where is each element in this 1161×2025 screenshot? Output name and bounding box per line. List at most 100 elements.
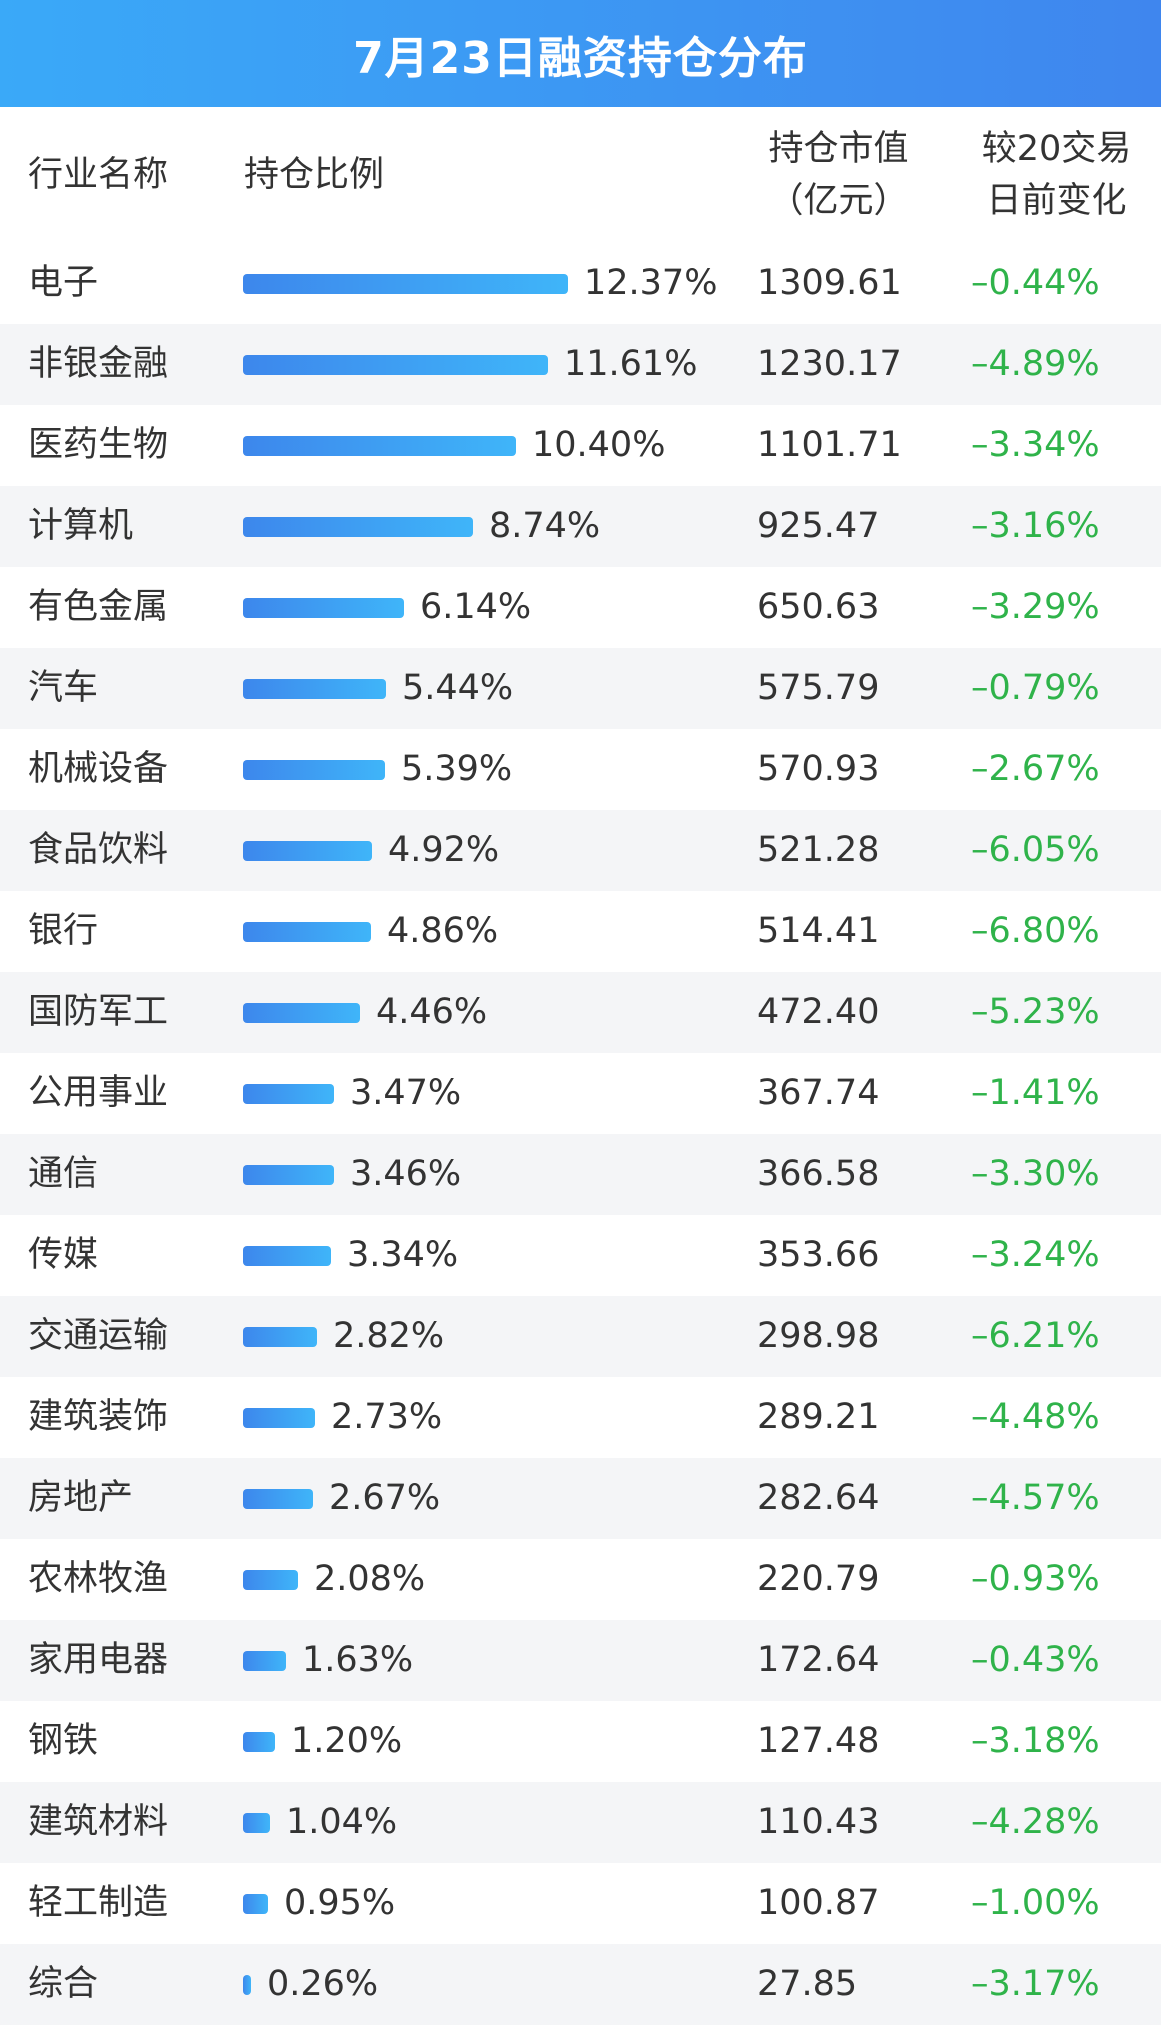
industry-name: 食品饮料: [28, 830, 169, 870]
ratio-bar: [243, 1165, 334, 1185]
ratio-bar: [243, 1894, 268, 1914]
ratio-label: 11.61%: [564, 344, 698, 384]
table-row: 农林牧渔 2.08% 220.79 –0.93%: [0, 1539, 1161, 1620]
change-value: –6.80%: [971, 911, 1100, 951]
table-row: 机械设备 5.39% 570.93 –2.67%: [0, 729, 1161, 810]
industry-name: 银行: [28, 911, 99, 951]
ratio-bar: [243, 1084, 334, 1104]
ratio-label: 4.86%: [387, 911, 499, 951]
industry-name: 轻工制造: [28, 1883, 169, 1923]
industry-name: 家用电器: [28, 1640, 169, 1680]
industry-name: 机械设备: [28, 749, 169, 789]
change-value: –3.29%: [971, 587, 1100, 627]
industry-name: 钢铁: [28, 1721, 99, 1761]
table-row: 通信 3.46% 366.58 –3.30%: [0, 1134, 1161, 1215]
change-value: –0.93%: [971, 1559, 1100, 1599]
industry-name: 建筑材料: [28, 1802, 169, 1842]
ratio-bar: [243, 274, 568, 294]
table-row: 国防军工 4.46% 472.40 –5.23%: [0, 972, 1161, 1053]
ratio-label: 1.04%: [286, 1802, 398, 1842]
header-market-value: 持仓市值 （亿元）: [756, 123, 921, 227]
ratio-label: 2.67%: [329, 1478, 441, 1518]
market-value: 110.43: [757, 1802, 880, 1842]
ratio-bar: [243, 922, 371, 942]
change-value: –5.23%: [971, 992, 1100, 1032]
market-value: 925.47: [757, 506, 880, 546]
market-value: 172.64: [757, 1640, 880, 1680]
ratio-label: 8.74%: [489, 506, 601, 546]
market-value: 289.21: [757, 1397, 880, 1437]
table-row: 传媒 3.34% 353.66 –3.24%: [0, 1215, 1161, 1296]
table-row: 房地产 2.67% 282.64 –4.57%: [0, 1458, 1161, 1539]
change-value: –3.24%: [971, 1235, 1100, 1275]
industry-name: 汽车: [28, 668, 99, 708]
ratio-label: 3.46%: [350, 1154, 462, 1194]
industry-name: 非银金融: [28, 344, 169, 384]
ratio-bar: [243, 517, 473, 537]
table-row: 电子 12.37% 1309.61 –0.44%: [0, 243, 1161, 324]
ratio-label: 10.40%: [532, 425, 666, 465]
ratio-label: 2.73%: [331, 1397, 443, 1437]
change-value: –6.21%: [971, 1316, 1100, 1356]
market-value: 367.74: [757, 1073, 880, 1113]
ratio-bar: [243, 355, 548, 375]
change-value: –2.67%: [971, 749, 1100, 789]
ratio-bar: [243, 679, 386, 699]
ratio-bar: [243, 1489, 313, 1509]
market-value: 100.87: [757, 1883, 880, 1923]
ratio-bar: [243, 1327, 317, 1347]
market-value: 521.28: [757, 830, 880, 870]
table-row: 非银金融 11.61% 1230.17 –4.89%: [0, 324, 1161, 405]
industry-name: 交通运输: [28, 1316, 169, 1356]
ratio-label: 0.26%: [267, 1964, 379, 2004]
title-bar: 7月23日融资持仓分布: [0, 0, 1161, 107]
header-industry: 行业名称: [28, 155, 169, 195]
industry-name: 建筑装饰: [28, 1397, 169, 1437]
change-value: –4.89%: [971, 344, 1100, 384]
table-header: 行业名称 持仓比例 持仓市值 （亿元） 较20交易 日前变化: [0, 107, 1161, 243]
ratio-label: 1.20%: [291, 1721, 403, 1761]
industry-name: 计算机: [28, 506, 134, 546]
change-value: –1.00%: [971, 1883, 1100, 1923]
change-value: –4.48%: [971, 1397, 1100, 1437]
table-row: 建筑装饰 2.73% 289.21 –4.48%: [0, 1377, 1161, 1458]
table-row: 综合 0.26% 27.85 –3.17%: [0, 1944, 1161, 2025]
market-value: 27.85: [757, 1964, 858, 2004]
market-value: 650.63: [757, 587, 880, 627]
table-row: 医药生物 10.40% 1101.71 –3.34%: [0, 405, 1161, 486]
ratio-bar: [243, 760, 385, 780]
change-value: –3.30%: [971, 1154, 1100, 1194]
header-change-line1: 较20交易: [981, 129, 1132, 169]
industry-name: 电子: [28, 263, 99, 303]
ratio-label: 1.63%: [302, 1640, 414, 1680]
market-value: 570.93: [757, 749, 880, 789]
change-value: –4.57%: [971, 1478, 1100, 1518]
change-value: –3.34%: [971, 425, 1100, 465]
ratio-bar: [243, 1003, 360, 1023]
change-value: –6.05%: [971, 830, 1100, 870]
ratio-label: 3.47%: [350, 1073, 462, 1113]
table-row: 公用事业 3.47% 367.74 –1.41%: [0, 1053, 1161, 1134]
ratio-label: 0.95%: [284, 1883, 396, 1923]
ratio-label: 5.44%: [402, 668, 514, 708]
market-value: 472.40: [757, 992, 880, 1032]
ratio-bar: [243, 1570, 298, 1590]
table-row: 交通运输 2.82% 298.98 –6.21%: [0, 1296, 1161, 1377]
table-row: 钢铁 1.20% 127.48 –3.18%: [0, 1701, 1161, 1782]
change-value: –0.44%: [971, 263, 1100, 303]
ratio-label: 2.82%: [333, 1316, 445, 1356]
table-row: 食品饮料 4.92% 521.28 –6.05%: [0, 810, 1161, 891]
table-row: 轻工制造 0.95% 100.87 –1.00%: [0, 1863, 1161, 1944]
industry-name: 房地产: [28, 1478, 134, 1518]
market-value: 1230.17: [757, 344, 902, 384]
industry-name: 传媒: [28, 1235, 99, 1275]
ratio-bar: [243, 1975, 251, 1995]
ratio-label: 12.37%: [584, 263, 718, 303]
ratio-label: 6.14%: [420, 587, 532, 627]
change-value: –0.43%: [971, 1640, 1100, 1680]
industry-name: 农林牧渔: [28, 1559, 169, 1599]
ratio-bar: [243, 841, 372, 861]
holdings-table: 行业名称 持仓比例 持仓市值 （亿元） 较20交易 日前变化 电子 12.37% 1…: [0, 107, 1161, 2025]
change-value: –3.18%: [971, 1721, 1100, 1761]
market-value: 1309.61: [757, 263, 902, 303]
